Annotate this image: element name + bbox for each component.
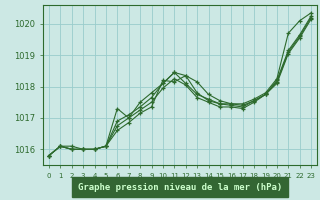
X-axis label: Graphe pression niveau de la mer (hPa): Graphe pression niveau de la mer (hPa) (78, 183, 282, 192)
